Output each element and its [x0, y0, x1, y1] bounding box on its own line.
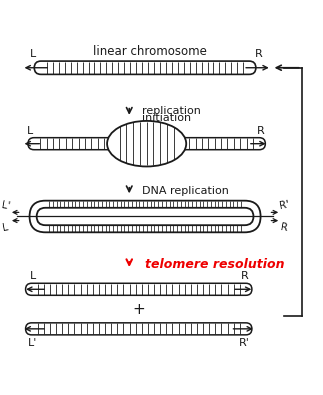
Text: R': R' — [278, 199, 290, 211]
Text: R: R — [280, 222, 289, 233]
FancyBboxPatch shape — [26, 283, 252, 295]
Ellipse shape — [107, 121, 186, 166]
Ellipse shape — [107, 121, 186, 166]
FancyBboxPatch shape — [28, 138, 123, 150]
Text: R: R — [241, 271, 249, 281]
Text: DNA replication: DNA replication — [142, 186, 229, 196]
Text: L: L — [30, 49, 36, 59]
Text: initiation: initiation — [142, 113, 191, 123]
FancyBboxPatch shape — [171, 138, 265, 150]
Text: R: R — [257, 126, 265, 136]
Text: +: + — [132, 301, 145, 316]
Text: L': L' — [1, 200, 11, 211]
FancyBboxPatch shape — [37, 208, 254, 225]
Text: telomere resolution: telomere resolution — [145, 258, 285, 271]
Text: L: L — [30, 271, 36, 281]
Text: L: L — [26, 126, 33, 136]
Text: R: R — [255, 49, 263, 59]
Text: L: L — [2, 222, 9, 233]
FancyBboxPatch shape — [29, 201, 261, 232]
FancyBboxPatch shape — [26, 323, 252, 335]
Text: replication: replication — [142, 106, 201, 117]
FancyBboxPatch shape — [34, 61, 256, 74]
Text: R': R' — [239, 338, 250, 348]
FancyBboxPatch shape — [29, 201, 261, 232]
Text: L': L' — [28, 338, 37, 348]
Text: linear chromosome: linear chromosome — [93, 45, 207, 58]
